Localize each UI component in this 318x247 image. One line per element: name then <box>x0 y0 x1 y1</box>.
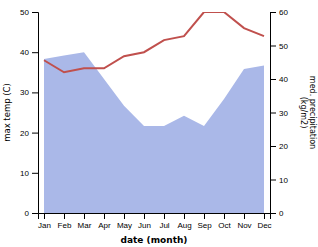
tick: Mar <box>78 213 92 230</box>
tick-label: Feb <box>58 221 72 230</box>
tick-mark <box>64 213 65 219</box>
x-axis-title: date (month) <box>121 235 188 245</box>
tick-mark <box>270 79 276 80</box>
y-axis-title: max temp (C) <box>2 83 12 142</box>
tick-mark <box>164 213 165 219</box>
tick-mark <box>124 213 125 219</box>
tick-label: Jan <box>38 221 51 230</box>
tick-mark <box>224 213 225 219</box>
tick: May <box>117 213 132 230</box>
tick-mark <box>32 173 38 174</box>
tick: 20 <box>270 142 288 151</box>
tick-label: Oct <box>218 221 231 230</box>
plot-area: Jan Feb Mar Apr May Jun Jul Aug Sep Oct Nov Dec 0 10 2… <box>20 8 288 230</box>
tick: Nov <box>237 213 251 230</box>
tick-mark <box>264 213 265 219</box>
area <box>44 52 264 213</box>
tick-label: Apr <box>98 221 111 230</box>
tick: 60 <box>270 8 288 17</box>
tick-label: May <box>117 221 132 230</box>
tick: 40 <box>270 75 288 84</box>
line <box>44 12 264 72</box>
tick-mark <box>270 146 276 147</box>
tick-label: Jun <box>138 221 151 230</box>
tick-mark <box>270 113 276 114</box>
tick-label: Dec <box>257 221 271 230</box>
tick: 0 <box>270 209 284 218</box>
tick: 50 <box>20 8 38 17</box>
tick-mark <box>244 213 245 219</box>
tick-mark <box>144 213 145 219</box>
tick-mark <box>32 133 38 134</box>
tick-mark <box>32 52 38 53</box>
tick: 0 <box>25 209 38 218</box>
tick: Apr <box>98 213 111 230</box>
tick: 30 <box>20 88 38 97</box>
y2-axis: 0 10 20 30 40 50 60 <box>270 8 288 218</box>
x-axis: Jan Feb Mar Apr May Jun Jul Aug Sep Oct Nov Dec <box>38 213 272 230</box>
tick: Sep <box>197 213 212 230</box>
tick: Aug <box>177 213 191 230</box>
tick: Feb <box>58 213 72 230</box>
tick-label: 40 <box>20 48 29 57</box>
tick-label: 20 <box>279 142 288 151</box>
axis-line <box>271 13 277 214</box>
axis-line <box>39 214 271 220</box>
tick: 10 <box>270 176 288 185</box>
tick: 20 <box>20 129 38 138</box>
tick-label: 10 <box>279 176 288 185</box>
tick-mark <box>32 12 38 13</box>
tick-mark <box>104 213 105 219</box>
tick-mark <box>270 12 276 13</box>
tick-mark <box>270 180 276 181</box>
tick-label: 0 <box>279 209 284 218</box>
tick-label: Aug <box>177 221 191 230</box>
tick: Jan <box>38 213 51 230</box>
tick: 50 <box>270 42 288 51</box>
tick-label: 0 <box>25 209 30 218</box>
tick: 10 <box>20 169 38 178</box>
tick-label: Mar <box>78 221 92 230</box>
y-axis: 0 10 20 30 40 50 <box>20 8 38 218</box>
tick: 40 <box>20 48 38 57</box>
axis-line <box>32 13 39 214</box>
tick-label: 50 <box>279 42 288 51</box>
tick-mark <box>44 213 45 219</box>
tick-label: 50 <box>20 8 29 17</box>
tick-mark <box>270 46 276 47</box>
tick: Jun <box>138 213 151 230</box>
tick-label: 20 <box>20 129 29 138</box>
tick-mark <box>32 213 38 214</box>
tick-label: 40 <box>279 75 288 84</box>
tick-label: Nov <box>237 221 251 230</box>
tick: 30 <box>270 109 288 118</box>
tick-label: 30 <box>279 109 288 118</box>
tick-label: Sep <box>197 221 212 230</box>
y2-axis-title: med. precipitation(kg/m2) <box>299 76 317 149</box>
chart: Jan Feb Mar Apr May Jun Jul Aug Sep Oct Nov Dec 0 10 2… <box>0 0 318 247</box>
tick-label: 30 <box>20 88 29 97</box>
marks <box>44 12 264 213</box>
y2-axis-title-line: (kg/m2) <box>299 97 308 129</box>
tick: Jul <box>159 213 169 230</box>
tick: Dec <box>257 213 271 230</box>
y2-axis-title-line: med. precipitation <box>308 76 317 149</box>
tick: Oct <box>218 213 231 230</box>
tick-label: 10 <box>20 169 29 178</box>
tick-mark <box>32 92 38 93</box>
tick-mark <box>184 213 185 219</box>
tick-mark <box>270 213 276 214</box>
tick-mark <box>204 213 205 219</box>
tick-label: Jul <box>159 221 169 230</box>
tick-mark <box>84 213 85 219</box>
tick-label: 60 <box>279 8 288 17</box>
